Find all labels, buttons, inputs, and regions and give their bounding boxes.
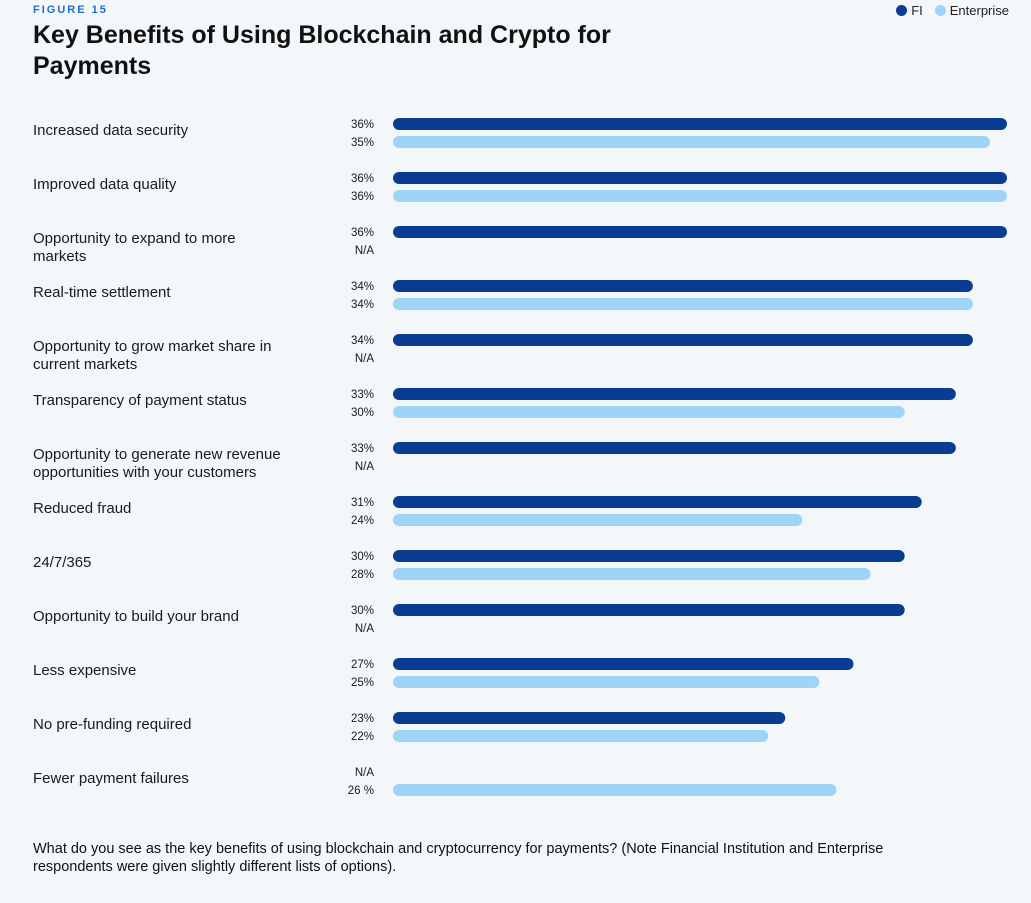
enterprise-value-label: N/A xyxy=(355,461,375,473)
enterprise-bar xyxy=(393,406,905,418)
enterprise-bar xyxy=(393,676,820,688)
fi-bar xyxy=(393,280,973,292)
legend-enterprise-label: Enterprise xyxy=(949,3,1009,18)
fi-bar xyxy=(393,658,854,670)
category-label: Opportunity to generate new revenue oppor… xyxy=(33,446,281,481)
enterprise-value-label: 25% xyxy=(351,677,374,689)
enterprise-value-label: N/A xyxy=(355,245,375,257)
fi-bar xyxy=(393,604,905,616)
legend-item-fi: FI xyxy=(896,3,923,18)
enterprise-value-label: 34% xyxy=(351,299,374,311)
fi-bar xyxy=(393,388,956,400)
fi-value-label: 31% xyxy=(351,497,374,509)
enterprise-bar xyxy=(393,190,1007,202)
category-label: No pre-funding required xyxy=(33,716,191,733)
legend-enterprise-swatch xyxy=(934,5,946,16)
category-label: Real-time settlement xyxy=(33,284,171,301)
fi-bar xyxy=(393,118,1007,130)
enterprise-bar xyxy=(393,568,871,580)
enterprise-value-label: 36% xyxy=(351,191,374,203)
category-label: Improved data quality xyxy=(33,176,177,193)
legend: FI Enterprise xyxy=(896,3,1009,18)
fi-value-label: 30% xyxy=(351,605,374,617)
fi-value-label: 36% xyxy=(351,173,374,185)
fi-bar xyxy=(393,442,956,454)
enterprise-bar xyxy=(393,136,990,148)
category-label: Increased data security xyxy=(33,122,189,139)
fi-bar xyxy=(393,226,1007,238)
chart-title: Key Benefits of Using Blockchain and Cry… xyxy=(33,21,611,80)
enterprise-value-label: N/A xyxy=(355,353,375,365)
fi-bar xyxy=(393,334,973,346)
category-label: Reduced fraud xyxy=(33,500,131,517)
fi-bar xyxy=(393,496,922,508)
enterprise-bar xyxy=(393,730,769,742)
fi-bar xyxy=(393,712,786,724)
fi-value-label: 36% xyxy=(351,227,374,239)
legend-fi-swatch xyxy=(896,5,908,16)
fi-value-label: 27% xyxy=(351,659,374,671)
bar-chart: Increased data security 36% 35% Improved da… xyxy=(33,118,1007,797)
fi-value-label: 36% xyxy=(351,119,374,131)
enterprise-value-label: 35% xyxy=(351,137,374,149)
category-label: Opportunity to grow market share in curre… xyxy=(33,338,271,373)
fi-value-label: N/A xyxy=(355,767,375,779)
enterprise-value-label: 24% xyxy=(351,515,374,527)
enterprise-value-label: N/A xyxy=(355,623,375,635)
category-label: Opportunity to build your brand xyxy=(33,608,239,625)
category-label: Opportunity to expand to more markets xyxy=(33,230,236,265)
enterprise-value-label: 22% xyxy=(351,731,374,743)
legend-fi-label: FI xyxy=(911,3,923,18)
footnote: What do you see as the key benefits of u… xyxy=(33,841,884,875)
fi-value-label: 33% xyxy=(351,443,374,455)
fi-bar xyxy=(393,550,905,562)
enterprise-value-label: 30% xyxy=(351,407,374,419)
fi-value-label: 30% xyxy=(351,551,374,563)
fi-value-label: 34% xyxy=(351,281,374,293)
fi-value-label: 23% xyxy=(351,713,374,725)
category-label: Less expensive xyxy=(33,662,136,679)
fi-bar xyxy=(393,172,1007,184)
enterprise-value-label: 28% xyxy=(351,569,374,581)
fi-value-label: 33% xyxy=(351,389,374,401)
enterprise-bar xyxy=(393,784,837,796)
figure-label: FIGURE 15 xyxy=(33,4,108,16)
category-label: Fewer payment failures xyxy=(33,770,189,787)
enterprise-bar xyxy=(393,298,973,310)
legend-item-enterprise: Enterprise xyxy=(934,3,1009,18)
fi-value-label: 34% xyxy=(351,335,374,347)
enterprise-bar xyxy=(393,514,803,526)
enterprise-value-label: 26 % xyxy=(348,785,374,797)
category-label: 24/7/365 xyxy=(33,554,91,571)
category-label: Transparency of payment status xyxy=(33,392,247,409)
